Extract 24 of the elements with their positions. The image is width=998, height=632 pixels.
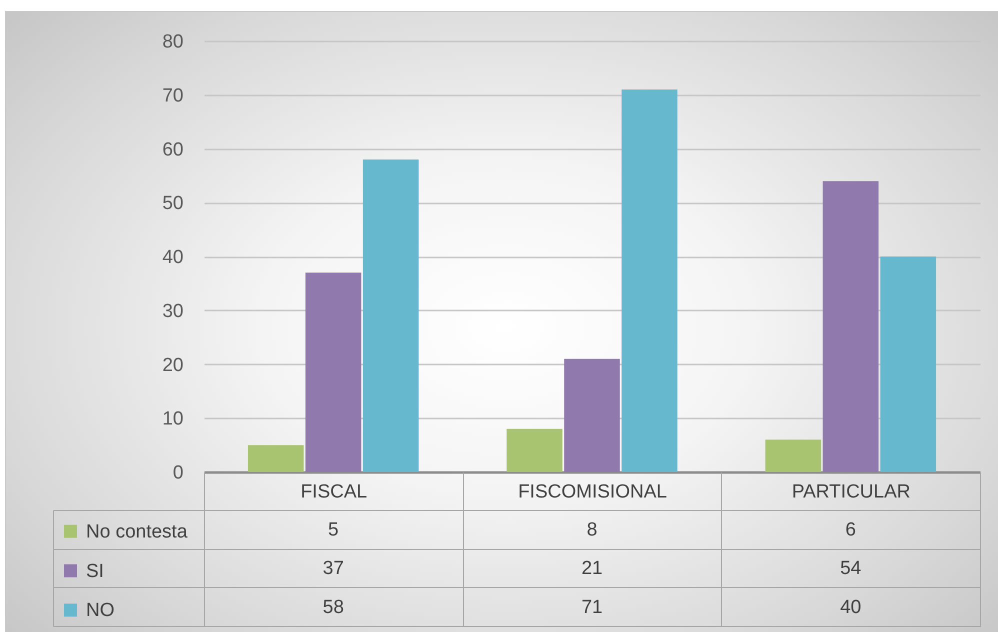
legend-label: No contesta (86, 521, 188, 542)
legend-label: SI (86, 560, 104, 582)
y-tick-label: 60 (162, 139, 184, 160)
y-tick-label: 30 (162, 300, 184, 322)
data-label: 21 (581, 558, 603, 580)
legend-label: NO (86, 600, 114, 622)
data-label: 71 (581, 596, 603, 618)
y-tick-label: 40 (162, 247, 184, 268)
y-tick-label: 20 (162, 354, 184, 376)
y-tick-label: 50 (162, 193, 184, 214)
y-tick-label: 70 (162, 85, 184, 106)
data-label: 8 (586, 519, 598, 540)
data-label: 6 (845, 519, 856, 540)
data-label: 40 (840, 596, 862, 618)
data-label: 5 (328, 519, 339, 540)
data-label: 54 (840, 558, 862, 580)
x-tick-label: PARTICULAR (792, 482, 910, 502)
x-tick-label: FISCOMISIONAL (518, 482, 667, 502)
x-tick-label: FISCAL (300, 482, 368, 502)
y-tick-label: 10 (162, 408, 184, 430)
data-label: 37 (322, 558, 344, 580)
y-tick-label: 80 (162, 32, 184, 52)
y-tick-label: 0 (172, 462, 184, 484)
data-label: 58 (322, 596, 344, 618)
